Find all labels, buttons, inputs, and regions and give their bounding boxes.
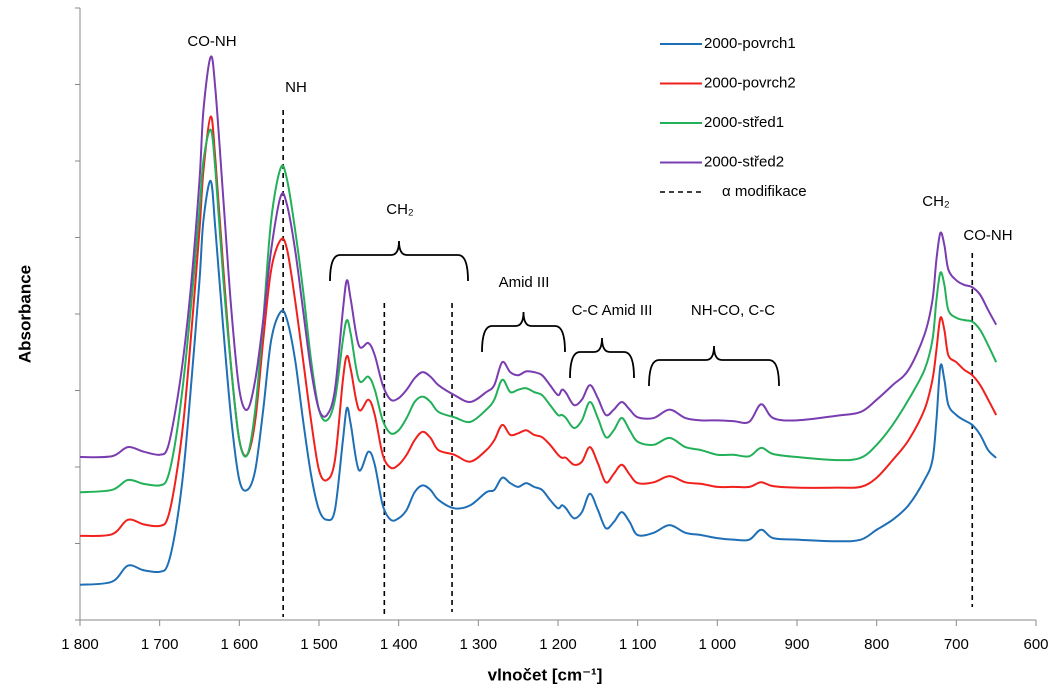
annotation: C-C Amid III xyxy=(572,302,653,319)
brace xyxy=(648,345,780,387)
series-line xyxy=(79,179,997,586)
brace xyxy=(569,337,635,379)
x-tick-label: 1 700 xyxy=(141,636,179,653)
x-tick-label: 600 xyxy=(1023,636,1048,653)
series-line xyxy=(79,55,998,459)
legend-label: α modifikace xyxy=(722,183,807,200)
brace xyxy=(329,240,469,282)
annotation: CO-NH xyxy=(963,227,1012,244)
legend-label: 2000-povrch1 xyxy=(704,35,796,52)
x-tick-label: 1 600 xyxy=(221,636,259,653)
x-axis-title: vlnočet [cm⁻¹] xyxy=(488,665,603,684)
series-line xyxy=(79,128,998,494)
legend-label: 2000-střed2 xyxy=(704,153,784,170)
annotation: NH-CO, C-C xyxy=(691,302,775,319)
x-tick-label: 1 400 xyxy=(380,636,418,653)
x-tick-label: 700 xyxy=(944,636,969,653)
annotation: CO-NH xyxy=(187,33,236,50)
x-tick-label: 1 200 xyxy=(539,636,577,653)
x-tick-label: 1 500 xyxy=(300,636,338,653)
x-tick-label: 1 000 xyxy=(699,636,737,653)
legend-label: 2000-střed1 xyxy=(704,114,784,131)
legend-label: 2000-povrch2 xyxy=(704,74,796,91)
annotation: Amid III xyxy=(499,274,550,291)
x-tick-label: 800 xyxy=(864,636,889,653)
x-tick-label: 1 300 xyxy=(460,636,498,653)
x-tick-label: 1 100 xyxy=(619,636,657,653)
y-axis-title: Absorbance xyxy=(15,265,34,363)
x-tick-label: 900 xyxy=(784,636,809,653)
brace xyxy=(481,311,566,353)
annotation: CH₂ xyxy=(922,193,950,210)
x-tick-label: 1 800 xyxy=(61,636,99,653)
annotation: NH xyxy=(285,79,307,96)
annotation: CH₂ xyxy=(386,201,414,218)
